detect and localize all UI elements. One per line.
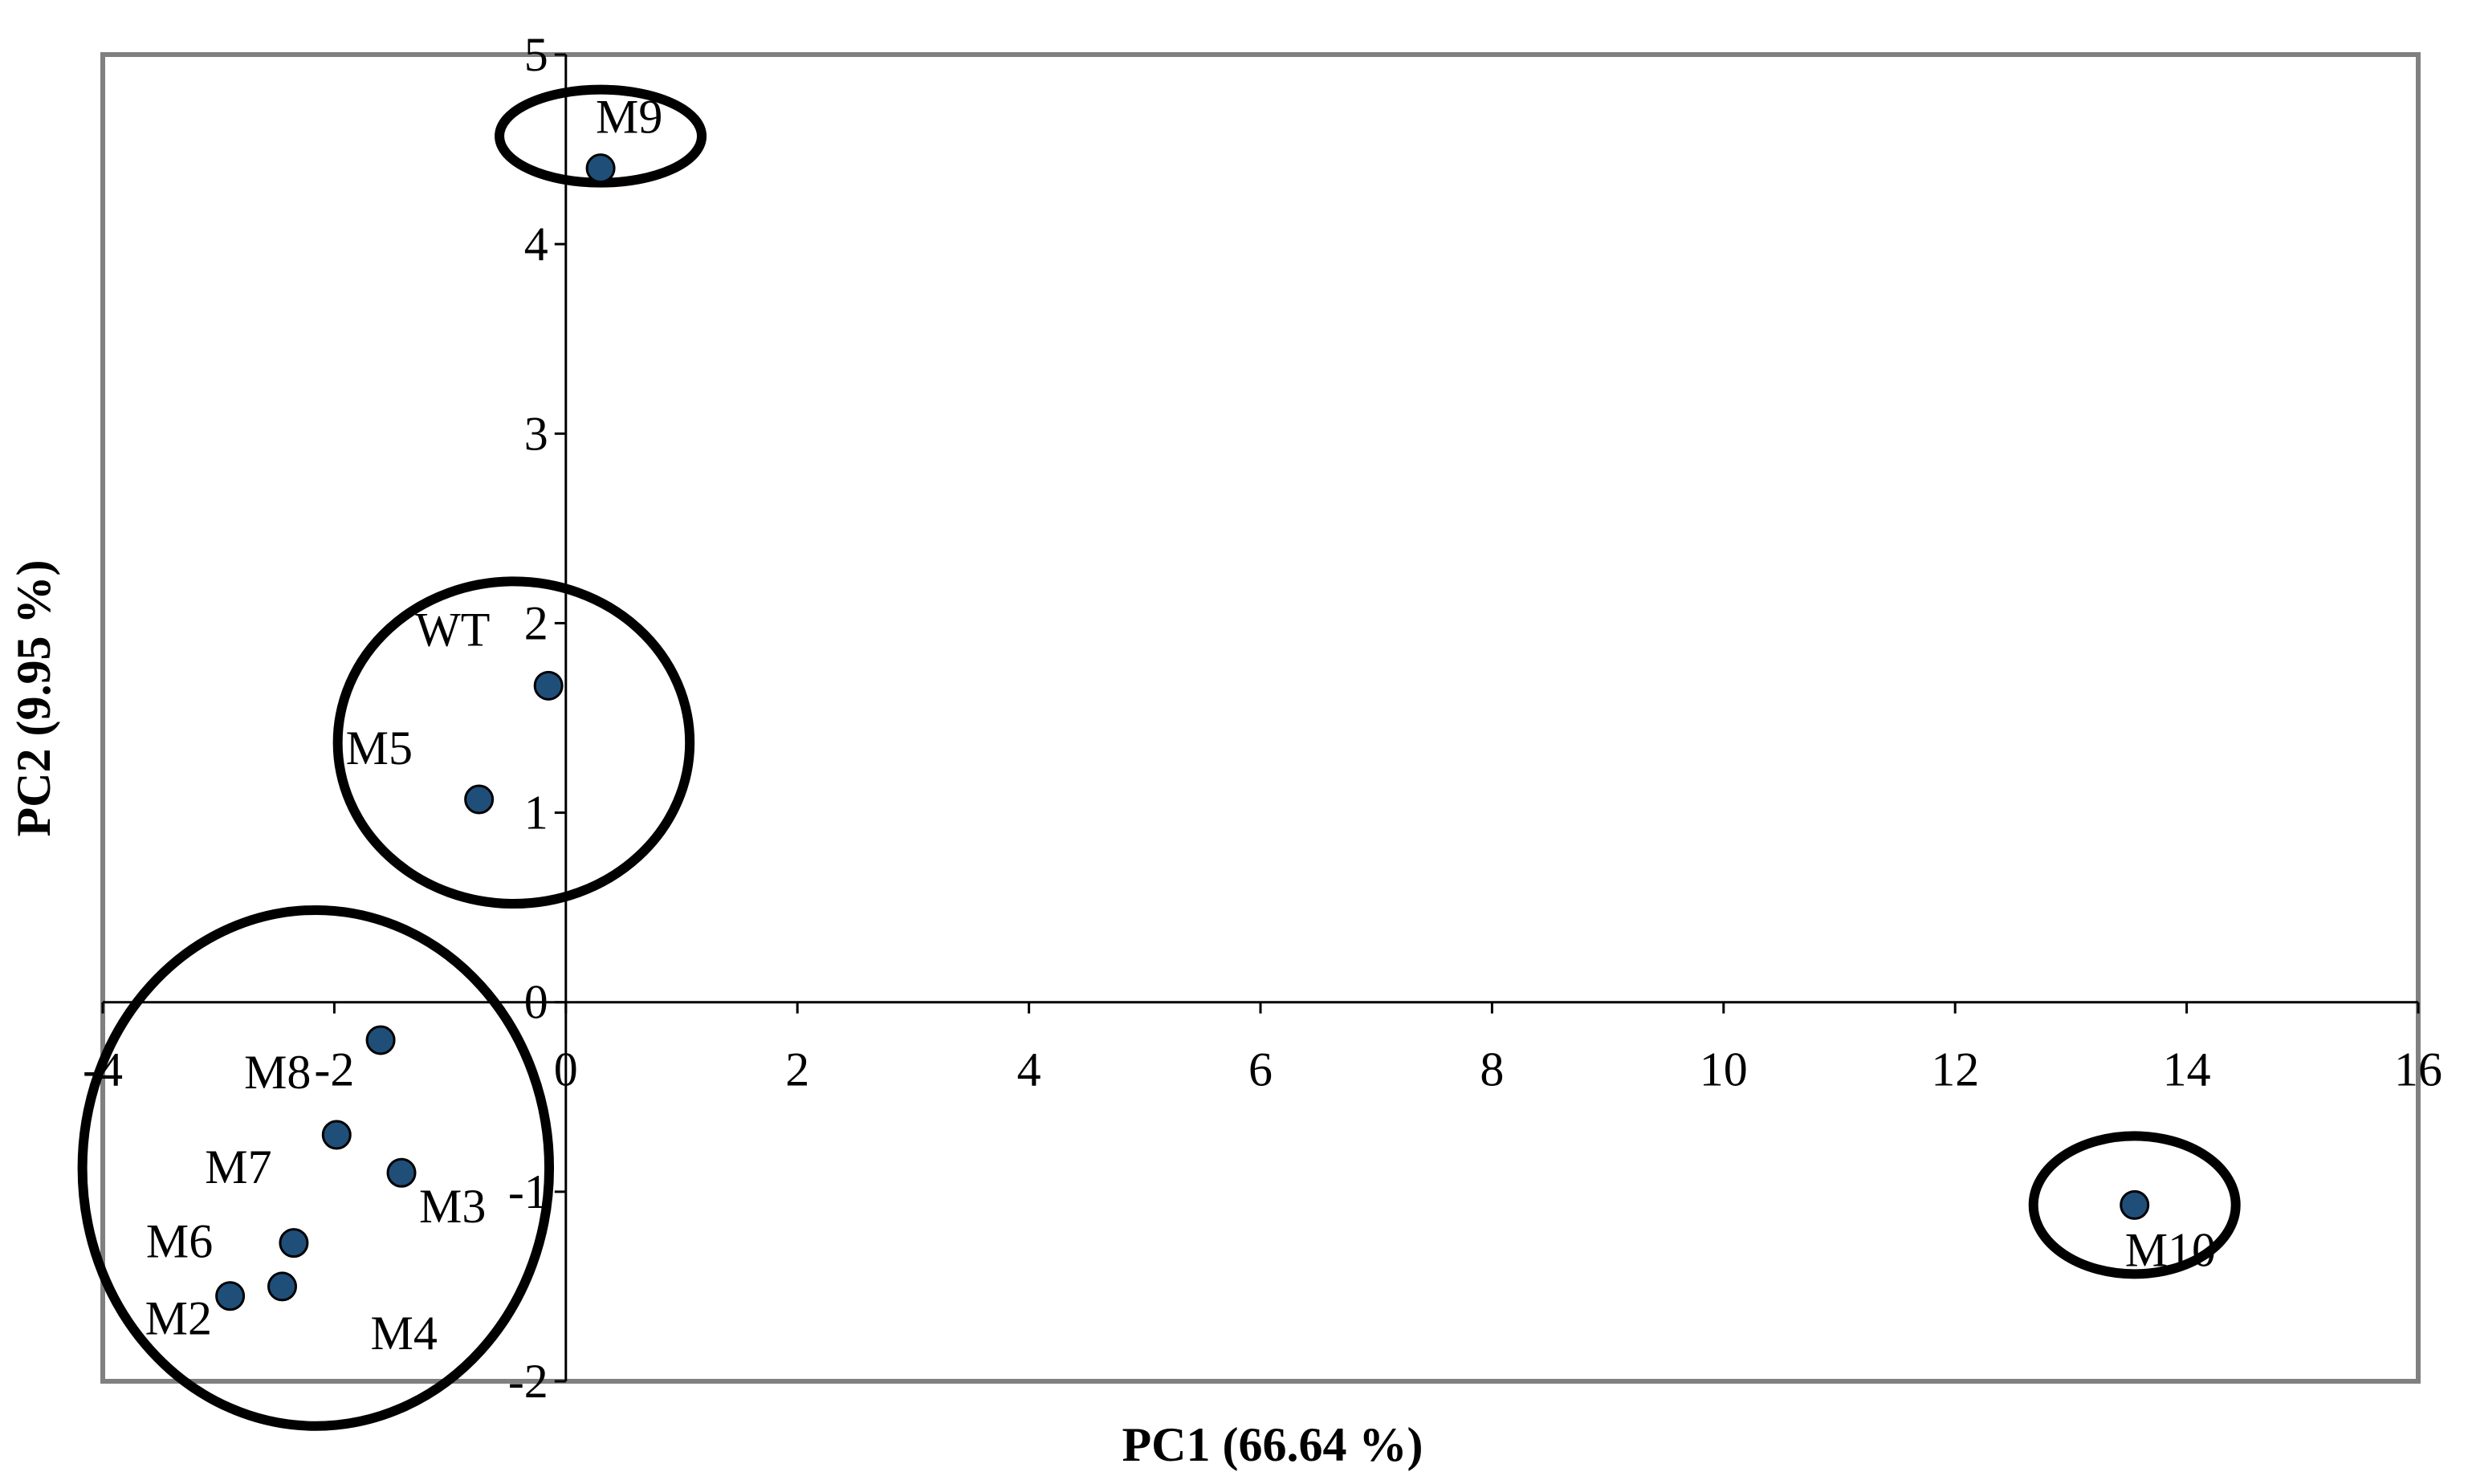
x-tick-label: 6: [1248, 1043, 1273, 1096]
data-point: [267, 1271, 298, 1302]
x-tick-label: 14: [2163, 1043, 2211, 1096]
x-tick-label: 4: [1017, 1043, 1041, 1096]
x-axis-title: PC1 (66.64 %): [1122, 1418, 1423, 1471]
data-point: [585, 153, 616, 184]
point-label: M8: [244, 1046, 311, 1099]
data-point: [2120, 1189, 2150, 1220]
y-axis-title: PC2 (9.95 %): [7, 560, 60, 837]
x-tick-label: 0: [554, 1043, 578, 1096]
plot-frame: [100, 52, 2421, 1384]
y-tick-label: 5: [524, 28, 548, 81]
data-point: [533, 670, 564, 701]
x-tick-label: 8: [1480, 1043, 1504, 1096]
point-label: M10: [2125, 1223, 2216, 1276]
cluster-ring: [2028, 1131, 2241, 1279]
point-label: M3: [419, 1180, 486, 1233]
x-tick-label: 12: [1931, 1043, 1979, 1096]
data-points: [215, 153, 2150, 1311]
data-point: [321, 1120, 352, 1150]
data-point: [464, 784, 495, 815]
data-point: [215, 1281, 246, 1311]
cluster-ring: [332, 576, 695, 909]
point-label: M2: [145, 1292, 212, 1345]
x-tick-label: 2: [785, 1043, 809, 1096]
point-labels: M9 WT M5 M8 M7 M3 M6 M4 M2 M10: [145, 91, 2216, 1360]
cluster-ring: [77, 905, 555, 1431]
point-label: M6: [146, 1215, 213, 1268]
point-label: M7: [205, 1140, 271, 1193]
x-tick-label: 10: [1700, 1043, 1748, 1096]
y-tick-label: -2: [508, 1355, 548, 1408]
point-label: M5: [346, 722, 413, 775]
data-point: [386, 1157, 417, 1188]
point-label: M4: [371, 1307, 438, 1360]
x-tick-label: -2: [314, 1043, 354, 1096]
y-tick-label: 2: [524, 596, 548, 649]
point-label: M9: [596, 91, 662, 144]
y-tick-label: 0: [524, 976, 548, 1029]
y-tick-label: 1: [524, 787, 548, 840]
y-tick-label: 3: [524, 407, 548, 460]
data-point: [279, 1228, 309, 1258]
point-label: WT: [415, 603, 490, 656]
cluster-rings: [77, 84, 2241, 1431]
y-tick-label: 4: [524, 218, 548, 270]
data-point: [365, 1025, 396, 1055]
x-tick-label: 16: [2394, 1043, 2442, 1096]
